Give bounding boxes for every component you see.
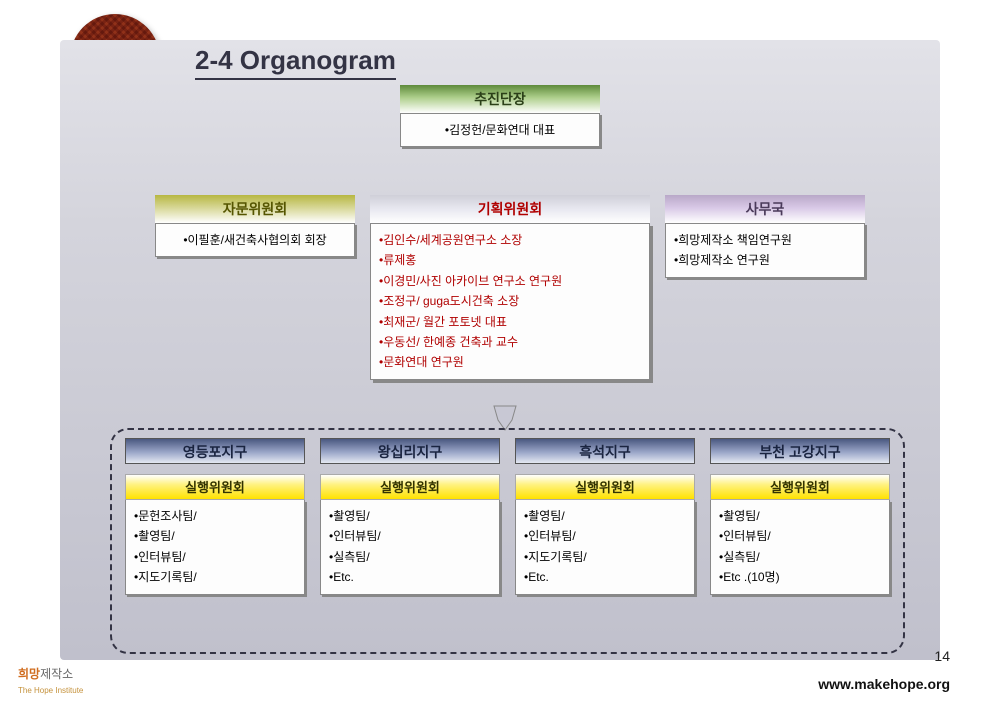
org-header-planning: 기획위원회	[370, 195, 650, 223]
slide-canvas: 2-4 Organogram 추진단장 •김정헌/문화연대 대표 자문위원회 •…	[60, 40, 940, 660]
org-header-secretariat: 사무국	[665, 195, 865, 223]
org-item: •김정헌/문화연대 대표	[409, 120, 591, 140]
footer-url: www.makehope.org	[818, 676, 950, 692]
district-sub-header: 실행위원회	[320, 474, 500, 500]
district-header: 흑석지구	[515, 438, 695, 464]
org-node-leader: 추진단장 •김정헌/문화연대 대표	[400, 85, 600, 147]
org-node-district-2: 왕십리지구 실행위원회 •촬영팀/ •인터뷰팀/ •실측팀/ •Etc.	[320, 438, 500, 595]
district-sub-header: 실행위원회	[710, 474, 890, 500]
org-item: •조정구/ guga도시건축 소장	[379, 291, 641, 311]
district-header: 부천 고강지구	[710, 438, 890, 464]
org-item: •문화연대 연구원	[379, 352, 641, 372]
org-item: •Etc.	[524, 567, 686, 587]
footer-brand-suffix: 제작소	[40, 667, 73, 681]
org-header-leader: 추진단장	[400, 85, 600, 113]
org-item: •류제홍	[379, 250, 641, 270]
org-item: •이필훈/새건축사협의회 회장	[164, 230, 346, 250]
org-item: •실측팀/	[719, 547, 881, 567]
org-item: •이경민/사진 아카이브 연구소 연구원	[379, 271, 641, 291]
district-body: •촬영팀/ •인터뷰팀/ •지도기록팀/ •Etc.	[515, 500, 695, 595]
org-item: •Etc.	[329, 567, 491, 587]
district-body: •촬영팀/ •인터뷰팀/ •실측팀/ •Etc .(10명)	[710, 500, 890, 595]
org-item: •우동선/ 한예종 건축과 교수	[379, 332, 641, 352]
org-node-district-4: 부천 고강지구 실행위원회 •촬영팀/ •인터뷰팀/ •실측팀/ •Etc .(…	[710, 438, 890, 595]
district-body: •문헌조사팀/ •촬영팀/ •인터뷰팀/ •지도기록팀/	[125, 500, 305, 595]
org-node-secretariat: 사무국 •희망제작소 책임연구원 •희망제작소 연구원	[665, 195, 865, 278]
org-item: •촬영팀/	[524, 506, 686, 526]
org-body-advisory: •이필훈/새건축사협의회 회장	[155, 223, 355, 257]
org-item: •문헌조사팀/	[134, 506, 296, 526]
org-node-district-1: 영등포지구 실행위원회 •문헌조사팀/ •촬영팀/ •인터뷰팀/ •지도기록팀/	[125, 438, 305, 595]
org-body-secretariat: •희망제작소 책임연구원 •희망제작소 연구원	[665, 223, 865, 278]
page-number: 14	[934, 648, 950, 664]
org-item: •최재군/ 월간 포토넷 대표	[379, 312, 641, 332]
org-body-planning: •김인수/세계공원연구소 소장 •류제홍 •이경민/사진 아카이브 연구소 연구…	[370, 223, 650, 380]
org-item: •김인수/세계공원연구소 소장	[379, 230, 641, 250]
slide-title: 2-4 Organogram	[195, 45, 396, 80]
org-item: •희망제작소 책임연구원	[674, 230, 856, 250]
district-body: •촬영팀/ •인터뷰팀/ •실측팀/ •Etc.	[320, 500, 500, 595]
org-item: •지도기록팀/	[134, 567, 296, 587]
org-item: •촬영팀/	[134, 526, 296, 546]
org-item: •촬영팀/	[329, 506, 491, 526]
org-header-advisory: 자문위원회	[155, 195, 355, 223]
org-item: •지도기록팀/	[524, 547, 686, 567]
org-item: •인터뷰팀/	[524, 526, 686, 546]
org-item: •인터뷰팀/	[719, 526, 881, 546]
footer-brand: 희망제작소 The Hope Institute	[18, 665, 83, 696]
district-header: 왕십리지구	[320, 438, 500, 464]
org-node-planning: 기획위원회 •김인수/세계공원연구소 소장 •류제홍 •이경민/사진 아카이브 …	[370, 195, 650, 380]
org-node-district-3: 흑석지구 실행위원회 •촬영팀/ •인터뷰팀/ •지도기록팀/ •Etc.	[515, 438, 695, 595]
footer-brand-main: 희망	[18, 667, 40, 681]
district-header: 영등포지구	[125, 438, 305, 464]
district-sub-header: 실행위원회	[515, 474, 695, 500]
org-item: •인터뷰팀/	[134, 547, 296, 567]
org-body-leader: •김정헌/문화연대 대표	[400, 113, 600, 147]
footer-brand-sub: The Hope Institute	[18, 686, 83, 695]
org-item: •Etc .(10명)	[719, 567, 881, 587]
org-item: •실측팀/	[329, 547, 491, 567]
org-item: •촬영팀/	[719, 506, 881, 526]
district-sub-header: 실행위원회	[125, 474, 305, 500]
org-item: •인터뷰팀/	[329, 526, 491, 546]
org-node-advisory: 자문위원회 •이필훈/새건축사협의회 회장	[155, 195, 355, 257]
org-item: •희망제작소 연구원	[674, 250, 856, 270]
